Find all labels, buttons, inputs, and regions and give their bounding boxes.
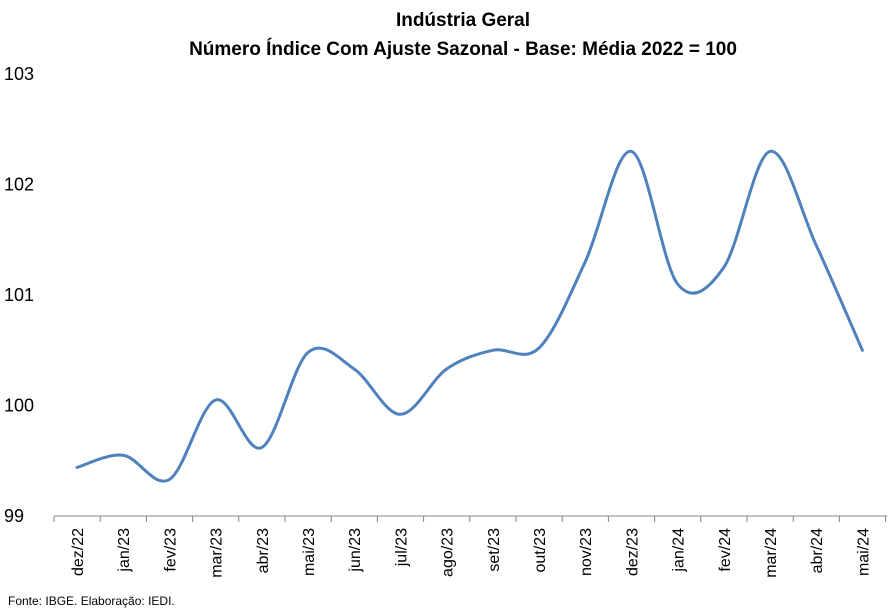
x-tick-label: nov/23 (578, 528, 595, 576)
x-tick-label: mai/23 (301, 528, 318, 576)
x-tick-label: abr/23 (255, 528, 272, 573)
x-tick-label: mar/23 (209, 528, 226, 578)
data-point (491, 348, 495, 352)
x-tick-label: ago/23 (440, 528, 457, 577)
data-point (167, 478, 171, 482)
chart-subtitle: Número Índice Com Ajuste Sazonal - Base:… (189, 38, 737, 60)
data-point (860, 348, 864, 352)
data-point (214, 398, 218, 402)
y-tick-label: 100 (4, 396, 34, 416)
y-tick-label: 101 (4, 285, 34, 305)
x-tick-label: fev/23 (162, 528, 179, 572)
y-tick-label: 102 (4, 175, 34, 195)
x-tick-label: out/23 (532, 528, 549, 573)
data-point (629, 149, 633, 153)
source-note: Fonte: IBGE. Elaboração: IEDI. (8, 594, 175, 608)
data-point (352, 367, 356, 371)
data-points (75, 149, 864, 481)
x-tick-label: jan/23 (116, 528, 133, 573)
x-tick-label: dez/22 (70, 528, 87, 576)
y-tick-label: 103 (4, 64, 34, 84)
data-point (583, 260, 587, 264)
data-point (121, 453, 125, 457)
data-point (676, 282, 680, 286)
data-point (445, 367, 449, 371)
data-point (75, 465, 79, 469)
y-tick-label: 99 (4, 506, 24, 526)
x-tick-label: jun/23 (347, 528, 364, 573)
data-point (260, 445, 264, 449)
series-line (75, 149, 864, 483)
x-tick-label: set/23 (486, 528, 503, 572)
data-point (398, 412, 402, 416)
x-tick-label: jan/24 (671, 528, 688, 573)
data-point (768, 149, 772, 153)
data-point (814, 243, 818, 247)
x-tick-label: jul/23 (393, 528, 410, 567)
x-tick-label: mai/24 (855, 528, 872, 576)
x-tick-label: mar/24 (763, 528, 780, 578)
y-axis: 99 100 101 102 103 (4, 64, 34, 526)
chart-title: Indústria Geral (396, 10, 530, 31)
x-tick-label: dez/23 (624, 528, 641, 576)
data-point (537, 346, 541, 350)
data-point (306, 350, 310, 354)
x-tick-label: fev/24 (717, 528, 734, 572)
x-tick-label: abr/24 (809, 528, 826, 573)
data-point (722, 265, 726, 269)
x-axis: dez/22 jan/23 fev/23 mar/23 abr/23 mai/23 jun/… (53, 516, 887, 578)
